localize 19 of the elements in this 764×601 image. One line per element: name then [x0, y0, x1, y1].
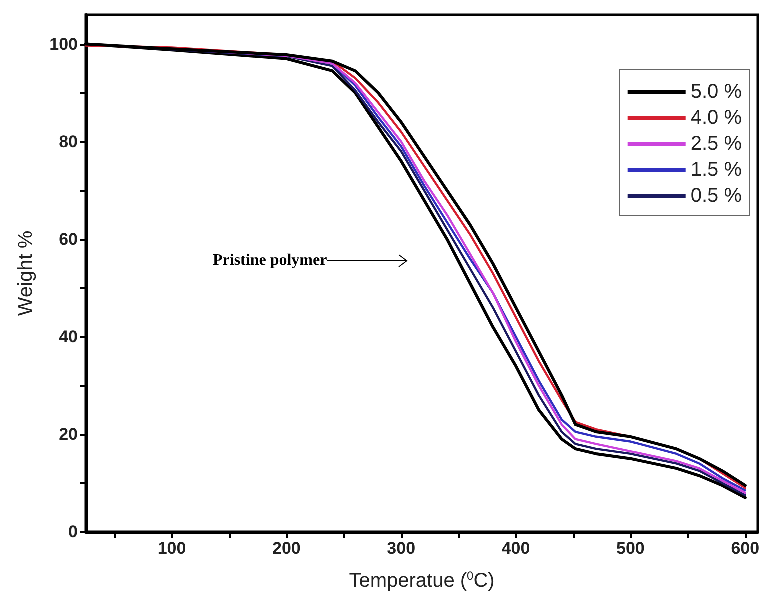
legend-label: 0.5 % [690, 185, 742, 207]
y-tick-label: 60 [59, 230, 78, 249]
y-tick-label: 0 [68, 522, 78, 542]
legend-label: 1.5 % [690, 159, 742, 181]
x-tick-label: 200 [272, 539, 301, 558]
y-tick-label: 40 [59, 327, 78, 346]
y-tick-label: 100 [50, 34, 78, 54]
y-tick-label: 80 [59, 132, 78, 152]
legend-label: 5.0 % [690, 81, 742, 103]
y-tick-label: 20 [59, 424, 78, 444]
annotation: Pristine polymer [213, 252, 328, 270]
x-tick-label: 100 [158, 539, 186, 558]
x-tick-label: 500 [616, 539, 645, 558]
legend-label: 4.0 % [690, 107, 742, 129]
x-tick-label: 400 [502, 539, 530, 558]
legend-label: 2.5 % [690, 133, 742, 155]
x-tick-label: 300 [387, 539, 416, 558]
x-tick-label: 600 [731, 539, 760, 558]
y-axis-title: Weight % [15, 230, 37, 316]
